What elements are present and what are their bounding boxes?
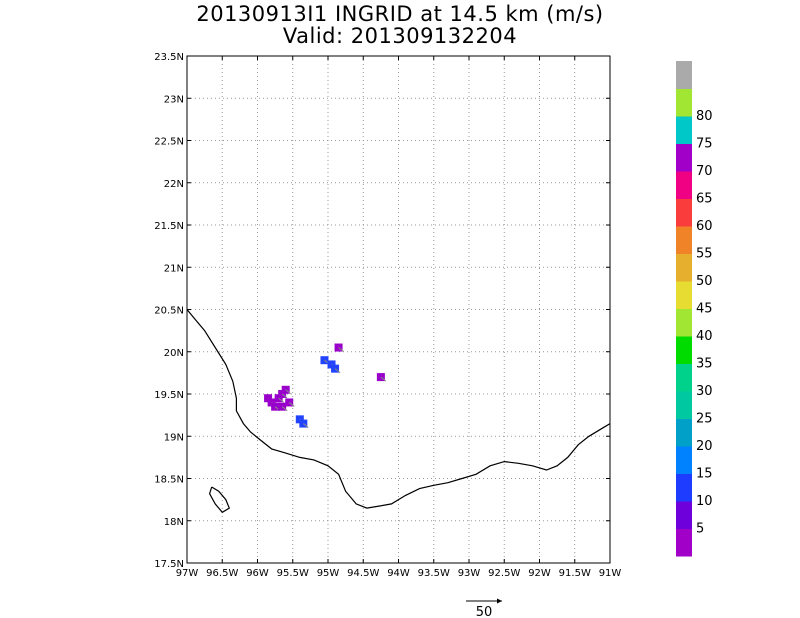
- colorbar-segment: [676, 336, 692, 364]
- wind-vector: [303, 423, 309, 428]
- colorbar-label: 20: [696, 439, 713, 454]
- x-tick-label: 91W: [599, 568, 622, 579]
- y-tick-label: 17.5N: [154, 559, 184, 570]
- colorbar-segment: [676, 418, 692, 447]
- colorbar-segment: [676, 473, 692, 502]
- colorbar-label: 65: [696, 192, 713, 207]
- reference-vector: 50: [466, 598, 502, 618]
- wind-observations: [264, 343, 387, 428]
- colorbar-segment: [676, 61, 692, 89]
- colorbar-segment: [676, 501, 692, 529]
- y-tick-label: 20N: [164, 348, 184, 359]
- y-tick-label: 18N: [164, 517, 184, 528]
- wind-vector: [281, 406, 288, 412]
- colorbar-label: 5: [696, 522, 704, 537]
- y-tick-label: 19.5N: [154, 390, 184, 401]
- wind-vector: [334, 368, 341, 374]
- colorbar-segment: [676, 308, 692, 337]
- x-tick-label: 96.5W: [206, 568, 238, 579]
- x-tick-label: 95W: [317, 568, 340, 579]
- colorbar-segment: [676, 281, 692, 309]
- y-tick-label: 18.5N: [154, 475, 184, 486]
- colorbar-segment: [676, 363, 692, 392]
- grid-lines: [187, 56, 610, 563]
- wind-vector: [278, 397, 284, 403]
- colorbar-segment: [676, 171, 692, 199]
- wind-vector: [288, 402, 295, 407]
- colorbar-segment: [676, 226, 692, 254]
- x-tick-label: 92.5W: [488, 568, 520, 579]
- y-tick-label: 21.5N: [154, 221, 184, 232]
- colorbar-segment: [676, 88, 692, 117]
- colorbar-label: 30: [696, 384, 713, 399]
- coastline-line: [186, 309, 611, 509]
- colorbar-label: 45: [696, 302, 713, 317]
- colorbar-label: 60: [696, 219, 713, 234]
- wind-vector: [281, 393, 288, 399]
- colorbar-segment: [676, 528, 692, 557]
- wind-vector: [380, 376, 387, 382]
- x-tick-label: 91.5W: [559, 568, 591, 579]
- colorbar-segment: [676, 116, 692, 144]
- y-tick-label: 19N: [164, 432, 184, 443]
- colorbar-label: 75: [696, 137, 713, 152]
- x-tick-label: 94W: [387, 568, 410, 579]
- y-tick-label: 20.5N: [154, 306, 184, 317]
- colorbar-segment: [676, 446, 692, 474]
- colorbar-segment: [676, 253, 692, 282]
- wind-vector: [338, 347, 344, 352]
- colorbar-label: 50: [696, 274, 713, 289]
- coastline: [186, 309, 611, 514]
- colorbar-segment: [676, 391, 692, 419]
- colorbar: 5 10 15 20 25 30 35 40 45 50 55 60 65 70 75 80: [676, 61, 713, 557]
- colorbar-label: 80: [696, 109, 713, 124]
- colorbar-label: 35: [696, 357, 713, 372]
- map-title: 20130913I1 INGRID at 14.5 km (m/s): [196, 2, 604, 26]
- axis-ticks: 97W 96.5W 96W 95.5W 95W 94.5W 94W 93.5W 93W 92.5W…: [154, 52, 621, 579]
- colorbar-label: 70: [696, 164, 713, 179]
- colorbar-segment: [676, 198, 692, 227]
- colorbar-label: 40: [696, 329, 713, 344]
- x-tick-label: 92W: [528, 568, 551, 579]
- reference-arrow-head: [497, 598, 502, 604]
- x-tick-label: 93.5W: [418, 568, 450, 579]
- x-tick-label: 95.5W: [277, 568, 309, 579]
- x-tick-label: 94.5W: [347, 568, 379, 579]
- map-subtitle: Valid: 201309132204: [282, 24, 518, 48]
- y-tick-label: 23.5N: [154, 52, 184, 63]
- y-tick-label: 21N: [164, 263, 184, 274]
- colorbar-label: 55: [696, 247, 713, 262]
- y-tick-label: 22.5N: [154, 137, 184, 148]
- x-tick-label: 93W: [458, 568, 481, 579]
- reference-vector-label: 50: [476, 605, 493, 618]
- island-outline: [208, 486, 231, 514]
- colorbar-label: 15: [696, 467, 713, 482]
- y-tick-label: 22N: [164, 179, 184, 190]
- x-tick-label: 96W: [246, 568, 269, 579]
- wind-vector: [285, 389, 292, 395]
- x-tick-label: 97W: [176, 568, 199, 579]
- colorbar-segment: [676, 143, 692, 172]
- colorbar-label: 25: [696, 412, 713, 427]
- colorbar-label: 10: [696, 494, 713, 509]
- y-tick-label: 23N: [164, 94, 184, 105]
